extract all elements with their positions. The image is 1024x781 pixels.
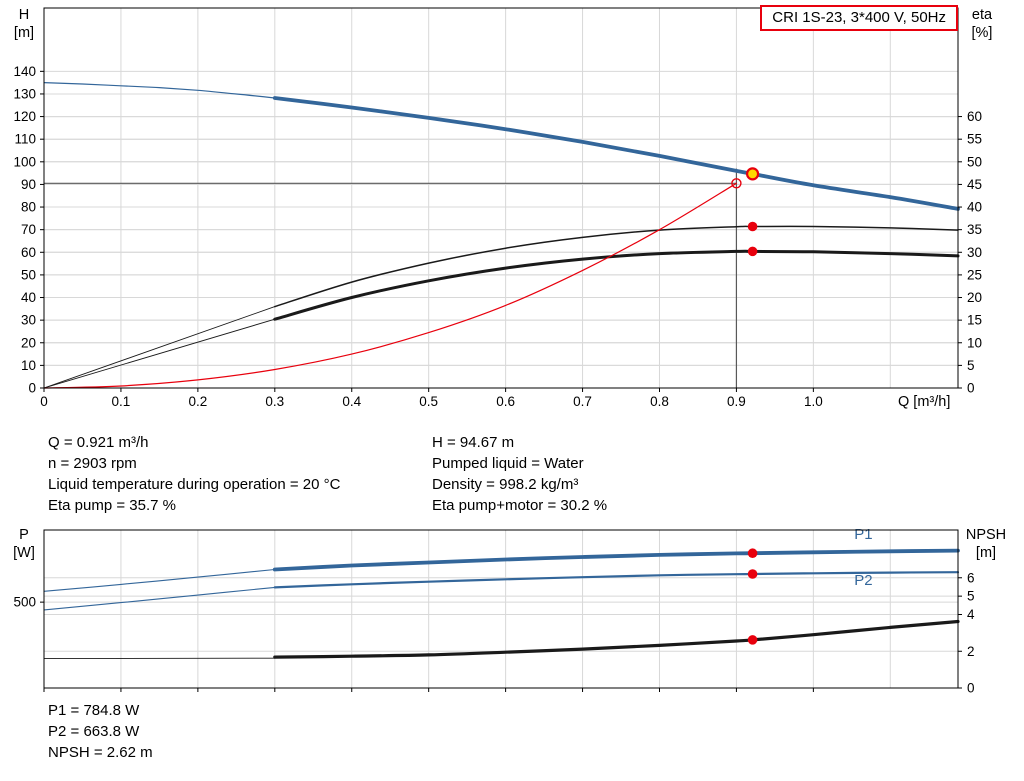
- right-axis-tick-label: 45: [967, 177, 982, 192]
- x-axis-tick-label: 0.7: [573, 394, 592, 409]
- pump-curve-lead: [43, 82, 276, 99]
- info-npsh: NPSH = 2.62 m: [48, 744, 153, 761]
- right-axis-tick-label: 50: [967, 154, 982, 169]
- left-axis-tick-label: 30: [21, 313, 36, 328]
- x-axis-tick-label: 0.8: [650, 394, 669, 409]
- npsh-axis-label: NPSH [m]: [956, 526, 1016, 562]
- left-axis-tick-label: 60: [21, 245, 36, 260]
- eta-pump-motor-curve: [273, 249, 960, 321]
- series-label-P1: P1: [854, 526, 872, 543]
- info-eta-pump: Eta pump = 35.7 %: [48, 497, 176, 514]
- p-axis-unit: [W]: [13, 545, 35, 561]
- left-axis-tick-label: 140: [13, 64, 36, 79]
- npsh-curve: [273, 619, 960, 659]
- x-axis-tick-label: 0.6: [496, 394, 515, 409]
- info-p1: P1 = 784.8 W: [48, 702, 140, 719]
- h-axis-label: H [m]: [4, 6, 44, 42]
- q-axis-label: Q [m³/h]: [898, 394, 951, 410]
- x-axis-tick-label: 0.1: [112, 394, 131, 409]
- x-axis-tick-label: 0: [40, 394, 48, 409]
- system-curve: [43, 182, 737, 389]
- eta-axis-unit: [%]: [971, 25, 993, 41]
- left-axis-tick-label: 0: [28, 381, 36, 396]
- left-axis-tick-label: 500: [13, 595, 36, 610]
- p2-point: [747, 569, 758, 579]
- p1-curve: [272, 548, 960, 572]
- eta-pump-lead: [43, 306, 276, 389]
- left-axis-tick-label: 120: [13, 109, 36, 124]
- right-axis-tick-label: 15: [967, 313, 982, 328]
- plot-border: [43, 529, 959, 689]
- plot-border: [43, 7, 959, 389]
- p1-point: [747, 548, 758, 559]
- right-axis-tick-label: 0: [967, 681, 975, 696]
- right-axis-tick-label: 60: [967, 109, 982, 124]
- right-axis-tick-label: 30: [967, 245, 982, 260]
- eta-pump-motor-lead: [43, 318, 276, 389]
- info-flow: Q = 0.921 m³/h: [48, 434, 149, 451]
- left-axis-tick-label: 130: [13, 86, 36, 101]
- npsh-axis-unit: [m]: [975, 545, 997, 561]
- operating-info-left: Q = 0.921 m³/h n = 2903 rpm Liquid tempe…: [48, 432, 340, 516]
- info-liquid-temperature: Liquid temperature during operation = 20…: [48, 476, 341, 493]
- right-axis-tick-label: 35: [967, 222, 982, 237]
- p2-lead: [43, 586, 276, 611]
- info-pumped-liquid: Pumped liquid = Water: [432, 455, 584, 472]
- left-axis-tick-label: 110: [14, 132, 36, 147]
- right-axis-tick-label: 0: [967, 381, 975, 396]
- left-axis-tick-label: 90: [21, 177, 36, 192]
- eta-pump-point: [747, 221, 758, 232]
- left-axis-tick-label: 50: [21, 267, 36, 282]
- operating-point: [745, 167, 760, 181]
- h-axis-unit: [m]: [13, 25, 35, 41]
- pump-model-box: CRI 1S-23, 3*400 V, 50Hz: [760, 5, 958, 31]
- right-axis-tick-label: 4: [967, 607, 975, 622]
- x-axis-tick-label: 0.3: [265, 394, 284, 409]
- h-axis-symbol: H: [18, 7, 30, 23]
- info-p2: P2 = 663.8 W: [48, 723, 140, 740]
- right-axis-tick-label: 10: [967, 335, 982, 350]
- right-axis-tick-label: 25: [967, 267, 982, 282]
- npsh-axis-symbol: NPSH: [965, 527, 1007, 543]
- left-axis-tick-label: 40: [21, 290, 36, 305]
- right-axis-tick-label: 20: [967, 290, 982, 305]
- left-axis-tick-label: 80: [21, 200, 36, 215]
- right-axis-tick-label: 5: [967, 589, 975, 604]
- right-axis-tick-label: 2: [967, 644, 975, 659]
- pump-curve: [272, 96, 960, 211]
- info-head: H = 94.67 m: [432, 434, 515, 451]
- x-axis-tick-label: 0.9: [727, 394, 746, 409]
- info-speed: n = 2903 rpm: [48, 455, 137, 472]
- eta-axis-label: eta [%]: [960, 6, 1004, 42]
- left-axis-tick-label: 20: [21, 335, 36, 350]
- power-info: P1 = 784.8 W P2 = 663.8 W NPSH = 2.62 m: [48, 700, 153, 763]
- left-axis-tick-label: 10: [21, 358, 36, 373]
- x-axis-tick-label: 0.4: [342, 394, 361, 409]
- info-density: Density = 998.2 kg/m³: [432, 476, 579, 493]
- info-eta-pump-motor: Eta pump+motor = 30.2 %: [432, 497, 608, 514]
- hq-eta-chart: 0 10 20 30 40 50 60 70 80 90 100 110 120 130 140 0 5 10 15…: [13, 7, 982, 409]
- p-npsh-chart: P1 P2 500 0 2 4 5 6: [13, 526, 975, 696]
- eta-pump-curve: [274, 225, 959, 308]
- right-axis-tick-label: 55: [967, 132, 982, 147]
- p2-curve: [273, 571, 960, 589]
- left-axis-tick-label: 70: [21, 222, 36, 237]
- operating-info-right: H = 94.67 m Pumped liquid = Water Densit…: [432, 432, 607, 516]
- x-axis-tick-label: 0.5: [419, 394, 438, 409]
- right-axis-tick-label: 6: [967, 570, 975, 585]
- p-axis-symbol: P: [19, 527, 29, 543]
- p-axis-label: P [W]: [4, 526, 44, 562]
- p1-lead: [43, 568, 276, 592]
- requested-duty-point: [731, 178, 742, 189]
- eta-pump-motor-point: [747, 246, 758, 257]
- right-axis-tick-label: 5: [967, 358, 975, 373]
- npsh-point: [747, 635, 758, 645]
- x-axis-tick-label: 0.2: [188, 394, 207, 409]
- right-axis-tick-label: 40: [967, 200, 982, 215]
- x-axis-tick-label: 1.0: [804, 394, 823, 409]
- series-label-P2: P2: [854, 572, 872, 589]
- left-axis-tick-label: 100: [13, 154, 36, 169]
- eta-axis-symbol: eta: [971, 7, 993, 23]
